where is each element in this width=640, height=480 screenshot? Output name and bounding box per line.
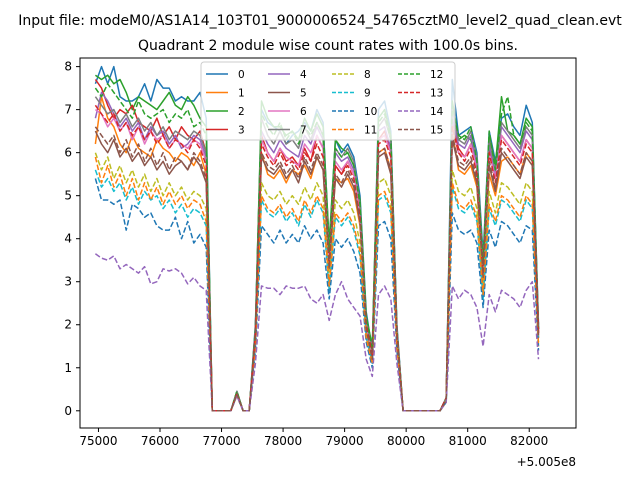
legend-box xyxy=(200,61,456,141)
legend-label-8: 8 xyxy=(364,69,371,81)
legend-label-10: 10 xyxy=(364,106,377,118)
series-line-13 xyxy=(94,104,540,412)
legend-label-5: 5 xyxy=(300,88,307,100)
y-tick-label: 6 xyxy=(64,146,72,160)
legend-label-7: 7 xyxy=(300,125,307,137)
y-tick-label: 8 xyxy=(64,60,72,74)
x-tick-label: 82000 xyxy=(510,434,548,448)
y-tick-label: 3 xyxy=(64,275,72,289)
series-line-10 xyxy=(94,178,540,412)
x-offset-label: +5.005e8 xyxy=(517,455,576,469)
legend-label-11: 11 xyxy=(364,125,377,137)
series-line-5 xyxy=(94,130,540,412)
y-tick-label: 0 xyxy=(64,404,72,418)
legend-label-4: 4 xyxy=(300,69,307,81)
y-tick-label: 1 xyxy=(64,361,72,375)
plot-frame xyxy=(79,57,577,429)
legend-label-9: 9 xyxy=(364,88,371,100)
x-tick-label: 77000 xyxy=(202,434,240,448)
x-tick-label: 76000 xyxy=(141,434,179,448)
chart-suptitle: Input file: modeM0/AS1A14_103T01_9000006… xyxy=(18,13,622,29)
legend-label-3: 3 xyxy=(238,125,245,137)
legend-label-12: 12 xyxy=(430,69,443,81)
series-line-11 xyxy=(94,156,540,412)
legend-label-0: 0 xyxy=(238,69,245,81)
chart-title: Quadrant 2 module wise count rates with … xyxy=(138,38,518,54)
series-line-14 xyxy=(94,253,540,412)
x-tick-label: 79000 xyxy=(326,434,364,448)
legend-label-6: 6 xyxy=(300,106,307,118)
legend-label-13: 13 xyxy=(430,88,443,100)
series-line-9 xyxy=(94,169,540,412)
x-axis: 75000 76000 77000 78000 79000 80000 81000 82000 xyxy=(79,428,548,448)
y-tick-label: 5 xyxy=(64,189,72,203)
legend-label-15: 15 xyxy=(430,125,443,137)
x-tick-label: 75000 xyxy=(79,434,117,448)
x-tick-label: 81000 xyxy=(449,434,487,448)
x-tick-label: 80000 xyxy=(387,434,425,448)
y-axis: 0 1 2 3 4 5 6 7 8 xyxy=(64,60,80,418)
legend-label-14: 14 xyxy=(430,106,444,118)
legend-label-1: 1 xyxy=(238,88,245,100)
y-tick-label: 2 xyxy=(64,318,72,332)
series-line-8 xyxy=(94,152,540,412)
x-tick-label: 78000 xyxy=(264,434,302,448)
y-tick-label: 7 xyxy=(64,103,72,117)
y-tick-label: 4 xyxy=(64,232,72,246)
legend-label-2: 2 xyxy=(238,106,245,118)
